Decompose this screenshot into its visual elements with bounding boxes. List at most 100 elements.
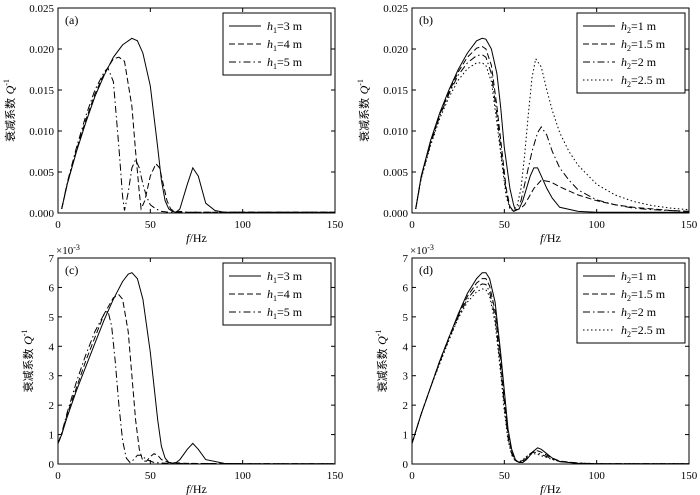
y-multiplier-base: ×10: [410, 245, 428, 257]
x-tick-label: 50: [499, 470, 511, 482]
legend-sub: 2: [627, 330, 631, 339]
y-axis-label-text: 衰减系数: [3, 94, 17, 142]
legend-sub: 2: [627, 62, 631, 71]
panel-label: (a): [65, 13, 78, 27]
legend-sub: 1: [273, 26, 277, 35]
series-line-2: [58, 294, 335, 464]
y-tick-label: 3: [403, 371, 409, 383]
legend-var: h: [621, 55, 627, 69]
legend-sub: 2: [627, 26, 631, 35]
legend-rest: =3 m: [277, 269, 303, 283]
legend-var: h: [621, 269, 627, 283]
y-tick-label: 0.005: [29, 167, 54, 179]
y-tick-label: 3: [49, 371, 55, 383]
y-tick-label: 0: [49, 459, 55, 471]
y-tick-label: 0.025: [383, 3, 408, 15]
x-tick-label: 150: [681, 219, 698, 231]
x-tick-label: 50: [145, 470, 157, 482]
x-tick-label: 150: [327, 219, 344, 231]
y-axis-label: 衰减系数 Q-1: [356, 79, 371, 142]
legend-sub: 2: [627, 294, 631, 303]
panel-label: (c): [65, 263, 78, 277]
legend-var: h: [621, 37, 627, 51]
legend-label-3: h1=5 m: [267, 305, 303, 321]
x-tick-label: 150: [681, 470, 698, 482]
x-tick-label: 0: [55, 219, 61, 231]
y-axis-label-text: 衰减系数: [357, 94, 371, 142]
x-axis-label-var: f: [186, 482, 191, 495]
y-multiplier-exp: -3: [73, 243, 80, 252]
legend-label-4: h2=2.5 m: [621, 323, 666, 339]
y-axis-label-sup: -1: [2, 79, 11, 86]
legend-var: h: [267, 269, 273, 283]
legend-label-4: h2=2.5 m: [621, 73, 666, 89]
y-axis-label-var: Q: [21, 336, 35, 345]
legend-sub: 2: [627, 312, 631, 321]
series-line-4: [415, 57, 689, 212]
y-axis-label-text: 衰减系数: [375, 345, 389, 393]
legend-rest: =4 m: [277, 37, 303, 51]
y-multiplier: ×10-3: [56, 243, 80, 257]
legend-label-3: h2=2 m: [621, 305, 657, 321]
legend-rest: =5 m: [277, 55, 303, 69]
series-line-1: [58, 272, 335, 464]
legend-var: h: [267, 287, 273, 301]
y-multiplier-exp: -3: [427, 243, 434, 252]
legend-label-2: h1=4 m: [267, 37, 303, 53]
legend-rest: =3 m: [277, 19, 303, 33]
y-tick-label: 0: [403, 459, 409, 471]
x-axis-label-unit: /Hz: [190, 231, 207, 245]
x-axis-label-unit: /Hz: [190, 482, 207, 495]
x-axis-label: f/Hz: [186, 231, 207, 245]
y-tick-label: 7: [49, 253, 55, 265]
x-axis-label: f/Hz: [540, 231, 561, 245]
legend: h2=1 mh2=1.5 mh2=2 mh2=2.5 m: [576, 12, 686, 94]
x-axis-label: f/Hz: [186, 482, 207, 495]
panel-label: (b): [419, 13, 433, 27]
legend-sub: 2: [627, 276, 631, 285]
legend-var: h: [621, 305, 627, 319]
legend-rest: =4 m: [277, 287, 303, 301]
x-tick-label: 0: [55, 470, 61, 482]
legend-rest: =2 m: [631, 55, 657, 69]
legend-sub: 1: [273, 62, 277, 71]
y-tick-label: 4: [403, 341, 409, 353]
legend-var: h: [621, 323, 627, 337]
legend-sub: 1: [273, 276, 277, 285]
plot-frame: [57, 257, 336, 465]
legend-label-2: h1=4 m: [267, 287, 303, 303]
chart-panel-1: 0 50 100 150 0.000 0.005 0.010 0.015 0.020 0.025 f…: [2, 3, 344, 245]
legend-label-1: h2=1 m: [621, 269, 657, 285]
y-tick-label: 7: [403, 253, 409, 265]
y-multiplier: ×10-3: [410, 243, 434, 257]
chart-panel-2: 0 50 100 150 0.000 0.005 0.010 0.015 0.020 0.025 f…: [356, 3, 698, 245]
y-tick-label: 0.000: [29, 208, 54, 220]
legend-sub: 2: [627, 80, 631, 89]
y-tick-label: 5: [403, 312, 409, 324]
y-axis-label-var: Q: [3, 85, 17, 94]
y-tick-label: 6: [403, 282, 409, 294]
legend-label-1: h2=1 m: [621, 19, 657, 35]
legend-rest: =1.5 m: [631, 287, 666, 301]
y-axis-label: 衰减系数 Q-1: [374, 330, 389, 393]
y-tick-label: 0.015: [383, 85, 408, 97]
legend-label-3: h1=5 m: [267, 55, 303, 71]
panel-label: (d): [419, 263, 433, 277]
y-axis-label-sup: -1: [374, 330, 383, 337]
y-tick-label: 0.025: [29, 3, 54, 15]
y-axis-label: 衰减系数 Q-1: [20, 330, 35, 393]
y-tick-label: 0.020: [29, 44, 54, 56]
y-tick-label: 0.020: [383, 44, 408, 56]
legend-sub: 1: [273, 44, 277, 53]
x-tick-label: 100: [234, 470, 251, 482]
x-tick-label: 100: [234, 219, 251, 231]
y-tick-label: 4: [49, 341, 55, 353]
legend-var: h: [267, 55, 273, 69]
legend-var: h: [267, 19, 273, 33]
legend-rest: =1 m: [631, 19, 657, 33]
y-axis-label-text: 衰减系数: [21, 345, 35, 393]
x-axis-label-var: f: [186, 231, 191, 245]
legend-rest: =2.5 m: [631, 323, 666, 337]
